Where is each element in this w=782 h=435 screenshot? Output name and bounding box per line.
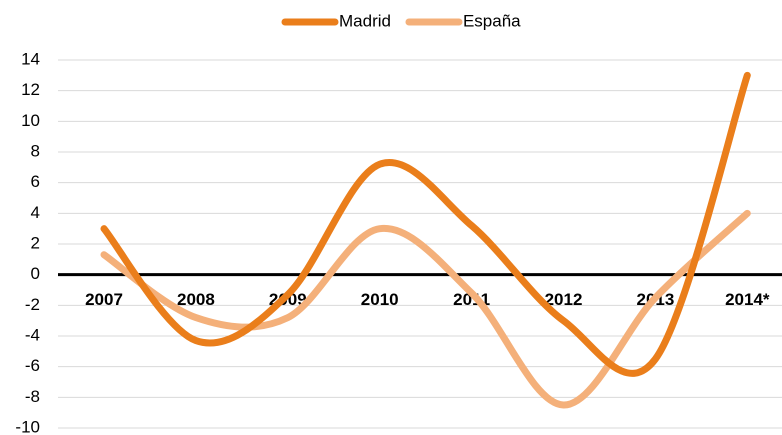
x-tick-label: 2007 — [85, 290, 123, 309]
y-tick-label: -8 — [25, 387, 40, 406]
y-tick-label: 0 — [31, 264, 40, 283]
y-tick-label: 14 — [21, 49, 40, 68]
x-tick-label: 2010 — [361, 290, 399, 309]
y-tick-label: 6 — [31, 172, 40, 191]
y-tick-label: 4 — [31, 203, 40, 222]
legend-label: España — [463, 11, 521, 30]
y-tick-label: 12 — [21, 80, 40, 99]
y-tick-label: -4 — [25, 325, 40, 344]
x-tick-label: 2014* — [725, 290, 770, 309]
legend-label: Madrid — [339, 11, 391, 30]
series-line — [100, 71, 751, 377]
y-tick-label: -10 — [15, 417, 40, 435]
y-tick-label: 10 — [21, 111, 40, 130]
y-tick-label: -6 — [25, 356, 40, 375]
series-line — [100, 209, 751, 409]
y-tick-label: -2 — [25, 295, 40, 314]
y-tick-label: 2 — [31, 233, 40, 252]
y-tick-label: 8 — [31, 141, 40, 160]
x-tick-label: 2008 — [177, 290, 215, 309]
x-tick-label: 2012 — [545, 290, 583, 309]
